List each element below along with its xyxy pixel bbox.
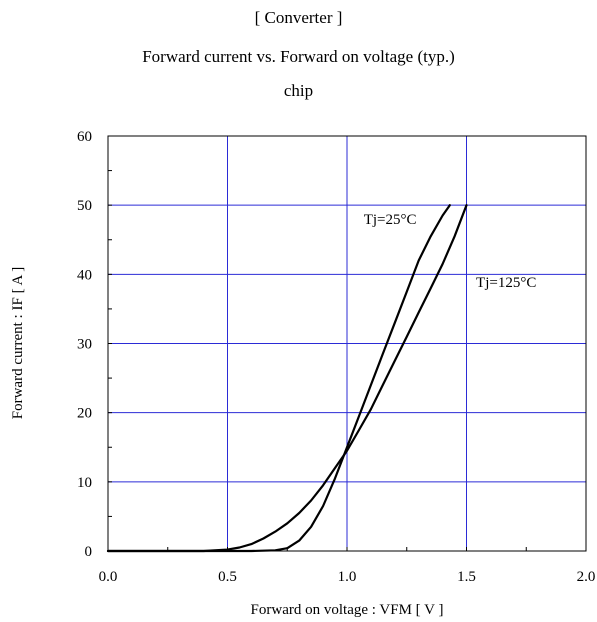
series-line-1 <box>106 204 451 553</box>
y-tick-label: 60 <box>77 129 92 145</box>
series-layer <box>106 204 468 553</box>
x-tick-label: 0.0 <box>99 569 118 585</box>
y-tick-label: 20 <box>77 406 92 422</box>
y-axis-label: Forward current : IF [ A ] <box>10 267 26 419</box>
x-tick-label: 1.5 <box>457 569 476 585</box>
series-annotation: Tj=125°C <box>476 275 536 291</box>
grid <box>108 136 586 551</box>
ticks <box>107 135 587 552</box>
chart-subtitle: Forward current vs. Forward on voltage (… <box>142 47 455 66</box>
x-tick-label: 2.0 <box>577 569 596 585</box>
y-tick-label: 50 <box>77 198 92 214</box>
x-tick-label: 0.5 <box>218 569 237 585</box>
x-axis-label: Forward on voltage : VFM [ V ] <box>251 602 444 618</box>
series-line-2 <box>106 204 468 553</box>
y-tick-label: 40 <box>77 267 92 283</box>
series-annotation: Tj=25°C <box>364 212 417 228</box>
chart-title: [ Converter ] <box>254 8 343 27</box>
y-tick-label: 10 <box>77 475 92 491</box>
y-tick-label: 0 <box>85 544 93 560</box>
tick-labels: 0.0 0.5 1.0 1.5 2.0 0 10 20 30 40 50 60 <box>77 129 595 585</box>
y-tick-label: 30 <box>77 337 92 353</box>
chart-subtitle-chip: chip <box>283 81 314 100</box>
annotations: Tj=25°C Tj=125°C <box>364 212 537 291</box>
x-tick-label: 1.0 <box>338 569 357 585</box>
